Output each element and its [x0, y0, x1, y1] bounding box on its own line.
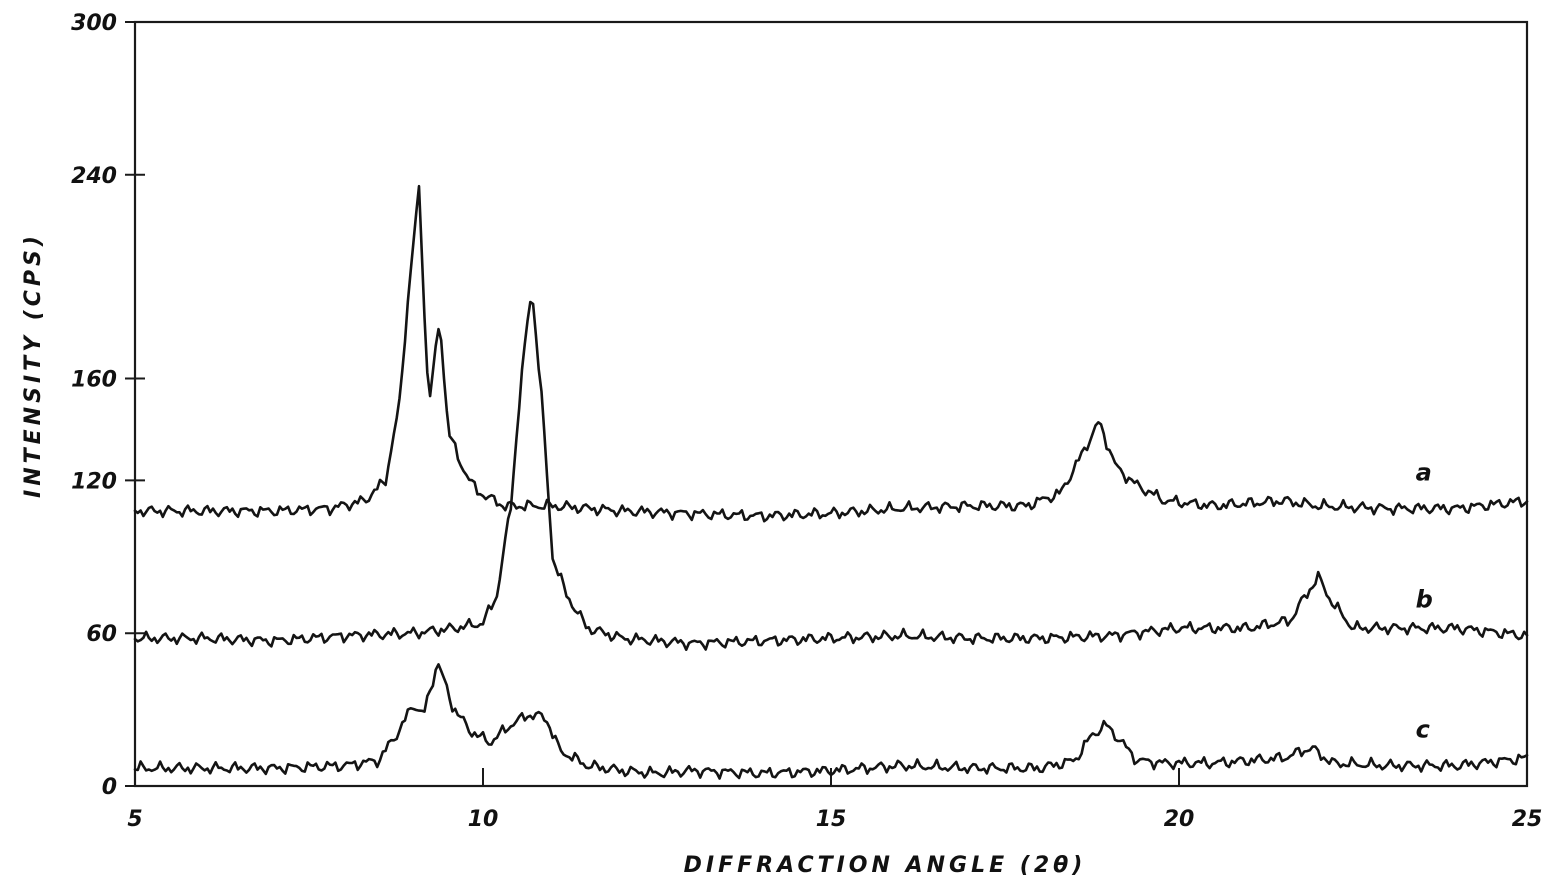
y-axis-title: INTENSITY (CPS): [21, 232, 46, 498]
x-tick-label-15: 15: [816, 807, 847, 832]
x-tick-label-25: 25: [1512, 807, 1543, 832]
x-axis-title: DIFFRACTION ANGLE (2θ): [684, 853, 1087, 877]
series-label-c: c: [1416, 716, 1430, 744]
series-a-line: [133, 184, 1529, 523]
tick-labels: 5 10 15 20 25 0 60 120 160 240 300: [71, 11, 1542, 832]
y-tick-label-300: 300: [71, 11, 117, 36]
y-tick-label-160: 160: [71, 368, 117, 393]
y-tick-label-240: 240: [71, 164, 117, 189]
series-c-line: [133, 663, 1529, 780]
x-tick-label-10: 10: [468, 807, 499, 832]
y-tick-label-60: 60: [86, 622, 117, 647]
y-tick-label-120: 120: [71, 469, 117, 494]
y-tick-label-0: 0: [102, 775, 117, 800]
series-labels: a b c: [1416, 458, 1433, 743]
x-tick-label-5: 5: [127, 807, 142, 832]
series-label-b: b: [1416, 586, 1433, 614]
series-traces: [133, 184, 1529, 780]
series-b-line: [133, 300, 1529, 651]
x-tick-label-20: 20: [1164, 807, 1195, 832]
series-label-a: a: [1416, 458, 1432, 486]
axis-ticks: [125, 21, 1528, 787]
plot-frame: [133, 20, 1529, 788]
